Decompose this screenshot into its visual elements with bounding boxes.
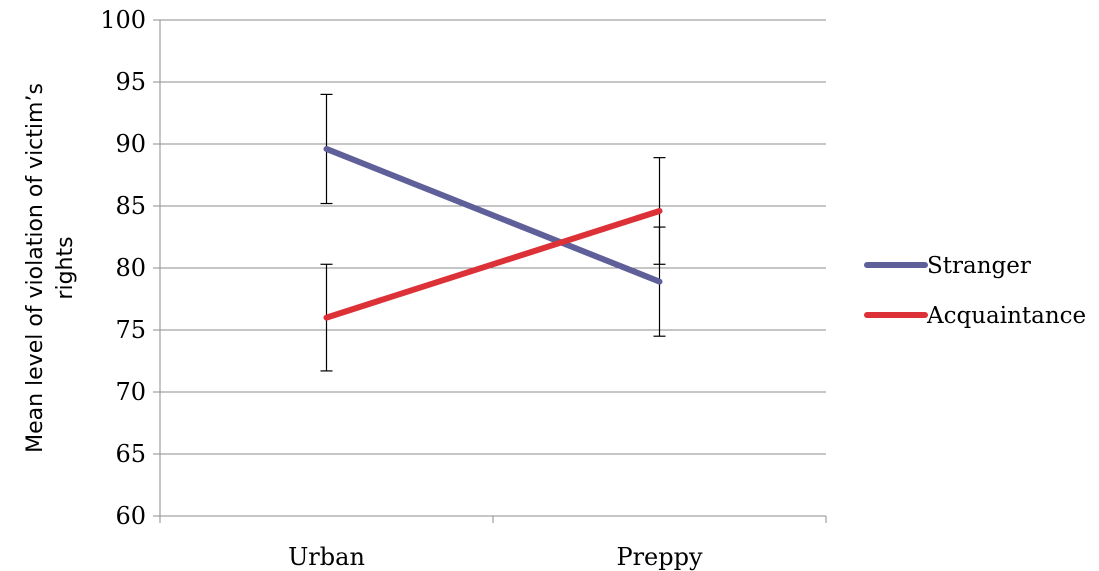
x-tick-label: Preppy <box>616 543 703 571</box>
series-line-acquaintance <box>323 207 663 321</box>
y-tick-label: 100 <box>100 6 146 34</box>
y-tick-label: 80 <box>115 254 146 282</box>
y-tick-label: 95 <box>115 68 146 96</box>
y-axis-title: Mean level of violation of victim’s right… <box>23 83 78 453</box>
legend: Stranger Acquaintance <box>864 253 1086 329</box>
y-tick-label: 85 <box>115 192 146 220</box>
x-tick-label: Urban <box>288 543 365 571</box>
y-tick-label: 70 <box>115 378 146 406</box>
y-tick-label: 65 <box>115 440 146 468</box>
x-tick-labels: Urban Preppy <box>288 543 703 571</box>
y-tick-labels: 60 65 70 75 80 85 90 95 100 <box>100 6 146 530</box>
error-bars <box>320 93 666 372</box>
legend-label: Stranger <box>927 253 1031 279</box>
y-tick-label: 90 <box>115 130 146 158</box>
y-axis-title-line: rights <box>53 236 78 299</box>
y-axis-title-line: Mean level of violation of victim’s <box>23 83 48 453</box>
y-tick-label: 75 <box>115 316 146 344</box>
axes <box>153 19 827 523</box>
y-tick-label: 60 <box>115 502 146 530</box>
gridlines <box>160 19 826 455</box>
legend-label: Acquaintance <box>926 303 1086 329</box>
series-line-stranger <box>323 145 663 285</box>
series-lines <box>323 145 663 321</box>
